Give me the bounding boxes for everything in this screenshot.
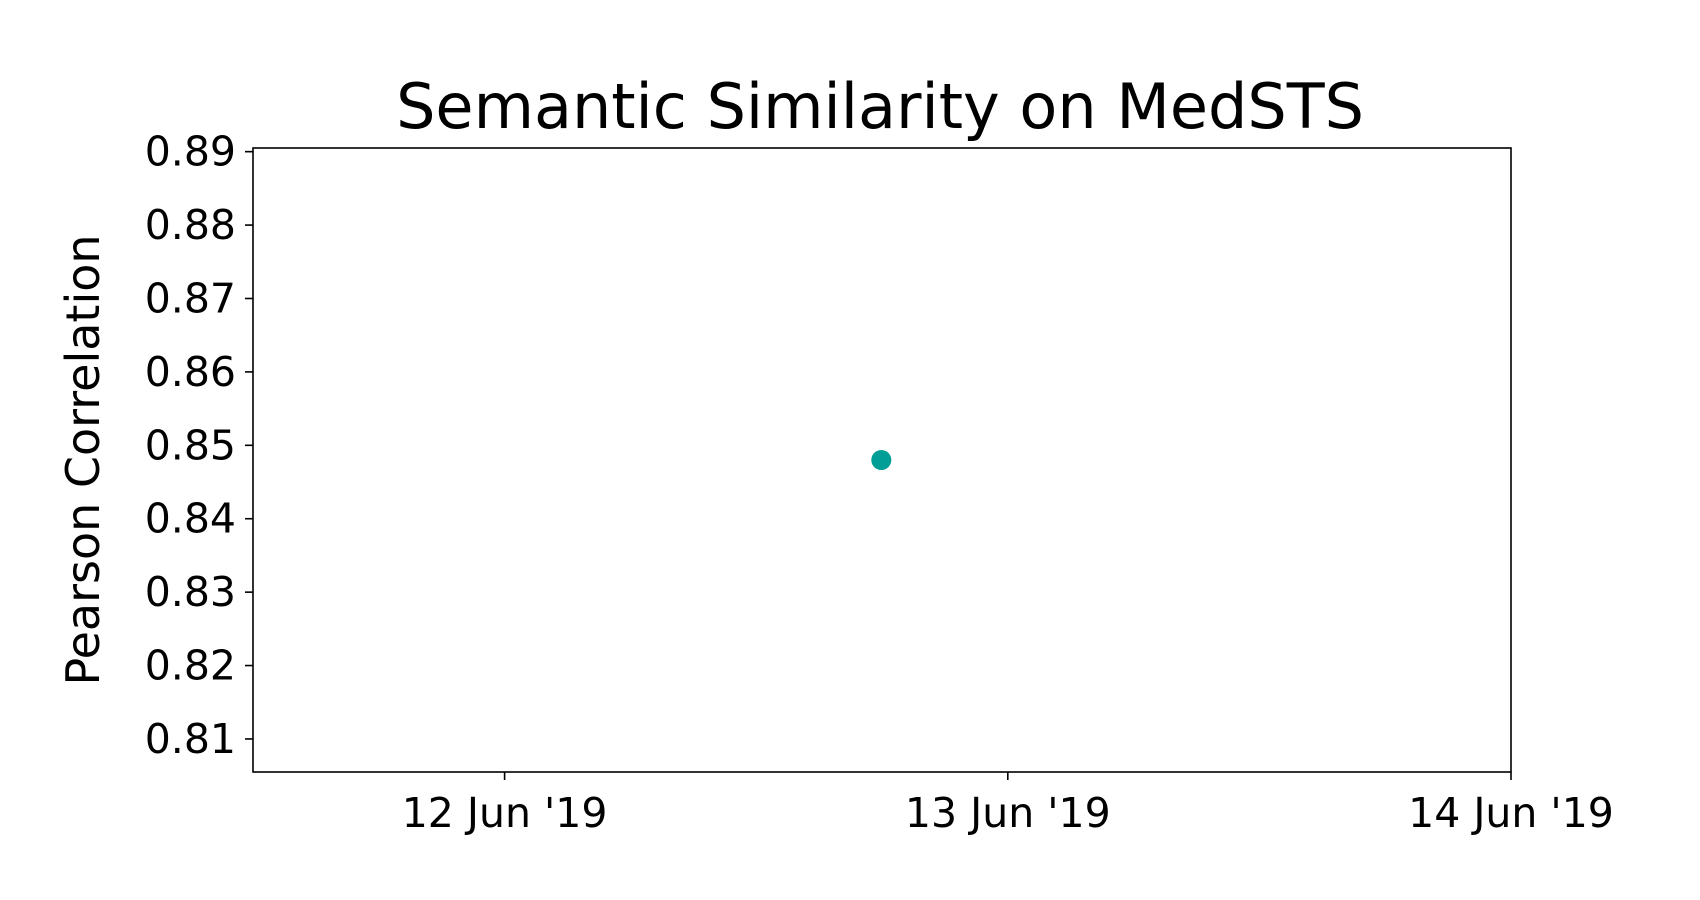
y-tick-label: 0.88 [145, 201, 236, 249]
data-point [871, 450, 892, 470]
y-tick-label: 0.86 [145, 348, 236, 396]
y-tick-label: 0.81 [145, 715, 236, 763]
y-tick-label: 0.83 [145, 568, 236, 616]
plot-area-frame [252, 147, 1512, 773]
data-points [871, 450, 892, 470]
x-tick-label: 13 Jun '19 [905, 789, 1111, 837]
y-tick-label: 0.84 [145, 495, 236, 543]
x-tick-label: 12 Jun '19 [402, 789, 608, 837]
y-tick-label: 0.85 [145, 421, 236, 469]
y-axis: 0.81 0.82 0.83 0.84 0.85 0.86 0.87 0.88 0.89 [145, 128, 253, 763]
y-tick-label: 0.82 [145, 642, 236, 690]
y-tick-label: 0.87 [145, 274, 236, 322]
x-axis: 12 Jun '19 13 Jun '19 14 Jun '19 [402, 772, 1614, 837]
y-axis-label: Pearson Correlation [56, 234, 110, 685]
y-tick-label: 0.89 [145, 128, 236, 176]
x-tick-label: 14 Jun '19 [1408, 789, 1614, 837]
chart-title: Semantic Similarity on MedSTS [396, 70, 1364, 143]
